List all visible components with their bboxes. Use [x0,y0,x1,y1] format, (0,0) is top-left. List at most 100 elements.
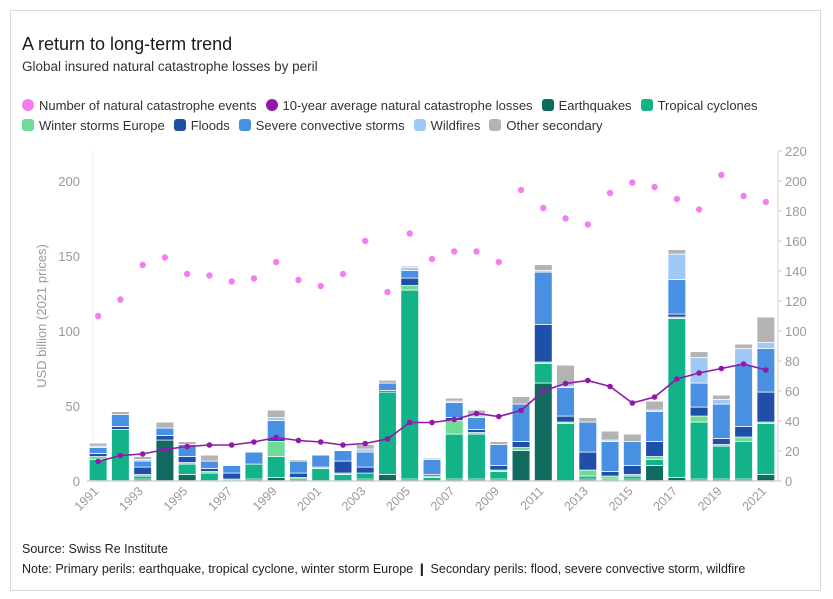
bar-segment [646,401,664,410]
bar-segment [468,430,486,433]
event-point [384,288,391,296]
bar-segment [712,439,730,445]
bar-segment [356,479,374,481]
bar-segment [623,475,641,476]
legend-label: Other secondary [506,117,603,133]
bar-segment [668,319,686,478]
bar-segment [690,422,708,479]
x-tick-label: 2021 [740,484,770,514]
event-point [495,258,502,266]
bar-segment [267,418,285,421]
bar-segment [178,475,196,481]
bar-segment [156,428,174,436]
bar-segment [134,476,152,479]
event-point [339,270,347,278]
average-line-path [97,363,767,463]
bar-segment [200,469,218,472]
legend-item: Winter storms Europe [22,115,165,135]
bar-segment [534,272,552,325]
bar-segment [646,460,664,466]
legend-swatch [22,119,34,131]
bar-segment [423,478,441,481]
y-tick-label: 100 [58,324,80,339]
average-point [696,370,702,376]
average-point [674,376,680,382]
bar-segment [490,470,508,472]
event-point [206,272,213,279]
bar-segment [601,431,619,440]
bar-segment [89,454,107,457]
event-point [117,296,124,303]
bar-segment [623,466,641,475]
legend-swatch [173,119,186,131]
bar-segment [401,278,419,286]
bar-segment [89,448,107,454]
bar-segment [200,461,218,469]
bar-segment [378,391,396,392]
bar-segment [178,464,196,475]
bar-segment [468,418,486,430]
legend-label: Severe convective storms [255,117,405,133]
bar-segment [712,445,730,446]
bar-segment [757,317,775,343]
event-point [651,183,658,191]
bar-segment [735,437,753,442]
bar-segment [401,266,419,268]
bar-segment [334,451,352,461]
bar-segment [445,421,463,434]
legend-swatch [265,99,278,111]
legend-label: Tropical cyclones [657,97,758,113]
bar-segment [579,418,597,422]
average-point [273,434,279,441]
y-tick-label: 0 [73,474,80,489]
bar-segment [245,452,263,464]
y2-tick-label: 40 [785,414,799,429]
bar-segment [445,403,463,418]
average-point [585,377,591,384]
bar-segment [134,479,152,481]
x-tick-label: 2001 [294,484,324,514]
legend-item: Earthquakes [541,95,632,115]
bar-segment [668,478,686,481]
x-tick-label: 1993 [116,484,146,514]
bar-segment [557,424,575,481]
bar-segment [445,401,463,403]
bar-segment [401,271,419,278]
x-tick-label: 2015 [606,484,636,514]
bar-segment [690,383,708,407]
bar-segment [735,344,753,349]
bar-segment [512,404,530,442]
event-point [139,261,146,269]
bar-segment [534,325,552,362]
bar-segment [557,416,575,422]
bar-segment [334,461,352,473]
x-tick-label: 1997 [205,484,235,514]
bar-segment [289,461,307,473]
bar-segment [356,449,374,452]
event-point [629,179,636,186]
average-point [540,388,547,394]
bar-segment [490,445,508,466]
event-point [161,254,169,261]
bar-segment [646,412,664,442]
bar-segment [646,442,664,457]
y2-tick-label: 120 [785,294,807,309]
bar-segment [267,421,285,439]
y2-tick-label: 140 [785,264,807,279]
bar-segment [423,476,441,478]
bar-segment [245,479,263,481]
bar-segment [735,349,753,365]
x-tick-label: 2007 [428,484,458,514]
bar-segment [601,440,619,442]
bar-segment [557,422,575,424]
bar-segment [401,479,419,481]
y-axis-right: 0 20 40 60 80 100 120 140 160 180 200 220 [777,144,807,489]
chart-subtitle: Global insured natural catastrophe losse… [22,59,318,74]
x-tick-label: 2017 [651,484,681,514]
bar-segment [156,436,174,440]
bar-segment [289,460,307,461]
average-point [251,439,257,445]
bar-segment [668,280,686,314]
bar-segment [356,467,374,473]
bar-segment [312,455,330,467]
